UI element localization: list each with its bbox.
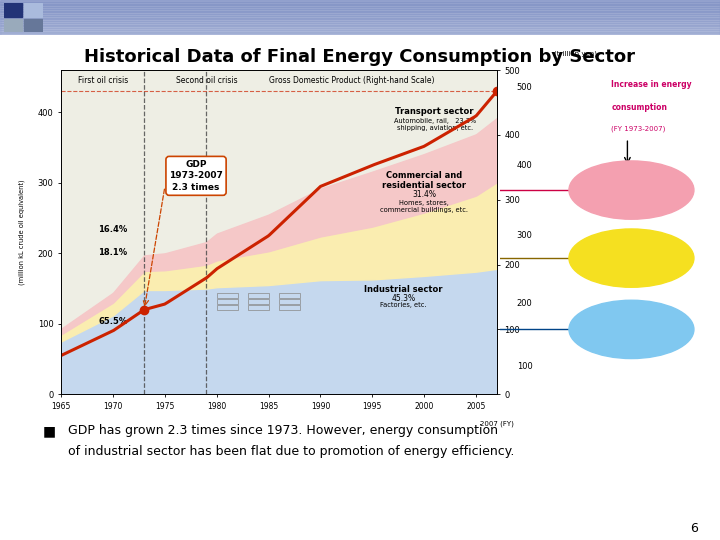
Text: 31.4%: 31.4% (413, 190, 436, 199)
Text: 2.0 times: 2.0 times (603, 185, 660, 195)
Bar (0, 24, 720, 26)
Bar (0, 14, 720, 16)
Text: 6: 6 (690, 522, 698, 535)
Ellipse shape (569, 300, 694, 359)
Text: commercial buildings, etc.: commercial buildings, etc. (380, 207, 468, 213)
Bar (0, 10, 720, 12)
Text: 45.3%: 45.3% (392, 294, 415, 303)
Bar (0, 3, 720, 5)
Bar (0, 17, 720, 19)
Text: Gross Domestic Product (Right-hand Scale): Gross Domestic Product (Right-hand Scale… (269, 76, 434, 85)
Text: 65.5%: 65.5% (99, 317, 127, 326)
Ellipse shape (569, 161, 694, 219)
Text: 2007 (FY): 2007 (FY) (480, 421, 514, 428)
Text: 500: 500 (517, 83, 533, 92)
Bar (279, 305, 300, 309)
Bar (217, 293, 238, 299)
Text: (trillion yen): (trillion yen) (554, 51, 597, 57)
Text: Transport sector: Transport sector (395, 106, 474, 116)
Text: of industrial sector has been flat due to promotion of energy efficiency.: of industrial sector has been flat due t… (68, 446, 515, 458)
Bar (0, 5, 720, 7)
Text: 2.5 times: 2.5 times (603, 253, 660, 263)
Text: Second oil crisis: Second oil crisis (176, 76, 237, 85)
Text: Automobile, rail,   23.3%: Automobile, rail, 23.3% (394, 118, 476, 124)
Text: Increase in energy: Increase in energy (611, 80, 692, 89)
Bar (248, 305, 269, 309)
Text: ■: ■ (43, 424, 56, 438)
Bar (4, 19, 22, 32)
Bar (279, 299, 300, 304)
Bar (248, 293, 269, 299)
Text: Industrial sector: Industrial sector (364, 286, 443, 294)
Text: GDP has grown 2.3 times since 1973. However, energy consumption: GDP has grown 2.3 times since 1973. Howe… (68, 424, 498, 437)
Bar (0, 31, 720, 33)
Bar (248, 299, 269, 304)
Text: 18.1%: 18.1% (99, 248, 127, 256)
Text: Commercial and: Commercial and (386, 171, 462, 180)
Bar (0, 26, 720, 28)
Bar (24, 3, 42, 17)
Bar (0, 2, 720, 3)
Text: GDP
1973-2007
2.3 times: GDP 1973-2007 2.3 times (169, 159, 223, 192)
Bar (0, 12, 720, 14)
Text: 200: 200 (517, 299, 533, 308)
Bar (0, 9, 720, 10)
Bar (0, 19, 720, 21)
Text: Homes, stores,: Homes, stores, (400, 200, 449, 206)
Text: 100: 100 (517, 362, 533, 371)
Ellipse shape (569, 229, 694, 287)
Text: Historical Data of Final Energy Consumption by Sector: Historical Data of Final Energy Consumpt… (84, 48, 636, 66)
Bar (24, 19, 42, 32)
Bar (0, 16, 720, 17)
Bar (0, 28, 720, 30)
Text: 400: 400 (517, 161, 533, 170)
Text: (million kL crude oil equivalent): (million kL crude oil equivalent) (19, 179, 25, 285)
Bar (217, 305, 238, 309)
Text: residential sector: residential sector (382, 180, 467, 190)
Bar (279, 293, 300, 299)
Bar (0, 30, 720, 31)
Text: (FY 1973-2007): (FY 1973-2007) (611, 125, 666, 132)
Text: 300: 300 (517, 231, 533, 240)
Text: First oil crisis: First oil crisis (78, 76, 128, 85)
Bar (217, 299, 238, 304)
Bar (0, 21, 720, 23)
Bar (0, 7, 720, 9)
Text: 16.4%: 16.4% (99, 225, 127, 234)
Bar (0, 33, 720, 35)
Text: consumption: consumption (611, 103, 667, 112)
Text: 1.0 times: 1.0 times (603, 325, 660, 334)
Text: Factories, etc.: Factories, etc. (380, 302, 427, 308)
Text: shipping, aviation, etc.: shipping, aviation, etc. (397, 125, 472, 131)
Bar (0, 23, 720, 24)
Bar (0, 0, 720, 2)
Bar (4, 3, 22, 17)
